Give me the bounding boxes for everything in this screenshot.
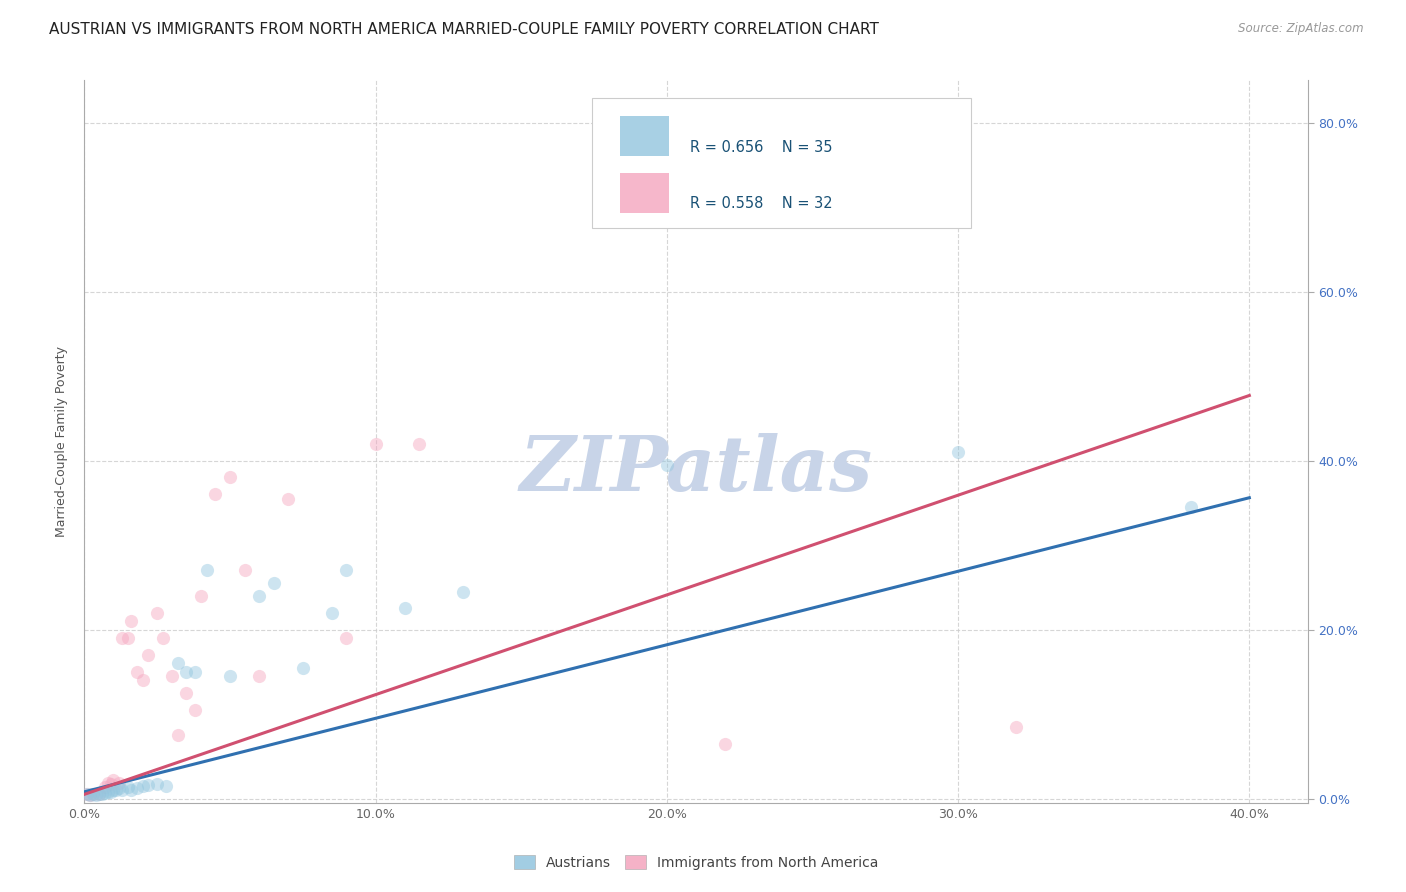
Point xyxy=(120,783,142,797)
Point xyxy=(277,491,299,506)
Point xyxy=(93,786,115,800)
Point xyxy=(155,779,177,793)
Point xyxy=(103,783,125,797)
Point xyxy=(408,436,430,450)
Point xyxy=(184,703,207,717)
Text: R = 0.656    N = 35: R = 0.656 N = 35 xyxy=(690,140,832,155)
Legend: Austrians, Immigrants from North America: Austrians, Immigrants from North America xyxy=(509,849,883,875)
Point xyxy=(174,686,197,700)
Point xyxy=(82,788,104,802)
Point xyxy=(219,470,242,484)
Point xyxy=(146,777,169,791)
Point xyxy=(184,665,207,679)
Point xyxy=(394,601,416,615)
Point xyxy=(160,669,183,683)
Point xyxy=(76,788,98,802)
FancyBboxPatch shape xyxy=(620,116,669,156)
Point xyxy=(335,563,357,577)
Point xyxy=(291,660,314,674)
Y-axis label: Married-Couple Family Poverty: Married-Couple Family Poverty xyxy=(55,346,69,537)
Point xyxy=(233,563,256,577)
Point xyxy=(131,779,153,793)
FancyBboxPatch shape xyxy=(620,173,669,212)
Point xyxy=(364,436,387,450)
Point xyxy=(76,788,98,802)
Point xyxy=(146,606,169,620)
Point xyxy=(108,775,131,789)
Point xyxy=(120,614,142,628)
Point xyxy=(90,788,112,802)
Point xyxy=(84,788,107,802)
Point xyxy=(97,776,120,790)
Point xyxy=(105,783,128,797)
Point xyxy=(97,785,120,799)
Point xyxy=(321,606,343,620)
Point xyxy=(87,787,110,801)
Point xyxy=(131,673,153,688)
Point xyxy=(166,657,188,671)
Point xyxy=(247,589,270,603)
Point xyxy=(247,669,270,683)
Point xyxy=(87,787,110,801)
Point xyxy=(100,777,122,791)
Point xyxy=(195,563,218,577)
Point xyxy=(263,576,285,591)
Point xyxy=(82,788,104,802)
Point xyxy=(125,780,148,795)
Point xyxy=(79,788,101,802)
Point xyxy=(655,458,678,472)
Point xyxy=(125,665,148,679)
Point xyxy=(714,737,737,751)
Point xyxy=(946,445,969,459)
Point xyxy=(111,631,134,645)
Point xyxy=(166,728,188,742)
Point xyxy=(204,487,226,501)
Point xyxy=(138,648,160,662)
Point xyxy=(103,772,125,787)
Text: AUSTRIAN VS IMMIGRANTS FROM NORTH AMERICA MARRIED-COUPLE FAMILY POVERTY CORRELAT: AUSTRIAN VS IMMIGRANTS FROM NORTH AMERIC… xyxy=(49,22,879,37)
Point xyxy=(108,781,131,796)
Point xyxy=(117,631,139,645)
Text: ZIPatlas: ZIPatlas xyxy=(519,434,873,508)
FancyBboxPatch shape xyxy=(592,98,972,228)
Point xyxy=(190,589,212,603)
Point xyxy=(93,780,115,794)
Point xyxy=(111,783,134,797)
Point xyxy=(451,584,474,599)
Point xyxy=(152,631,174,645)
Point xyxy=(1180,500,1202,514)
Text: Source: ZipAtlas.com: Source: ZipAtlas.com xyxy=(1239,22,1364,36)
Point xyxy=(79,788,101,802)
Point xyxy=(335,631,357,645)
Text: R = 0.558    N = 32: R = 0.558 N = 32 xyxy=(690,196,832,211)
Point xyxy=(174,665,197,679)
Point xyxy=(138,778,160,792)
Point xyxy=(219,669,242,683)
Point xyxy=(100,785,122,799)
Point xyxy=(1005,720,1028,734)
Point xyxy=(117,780,139,794)
